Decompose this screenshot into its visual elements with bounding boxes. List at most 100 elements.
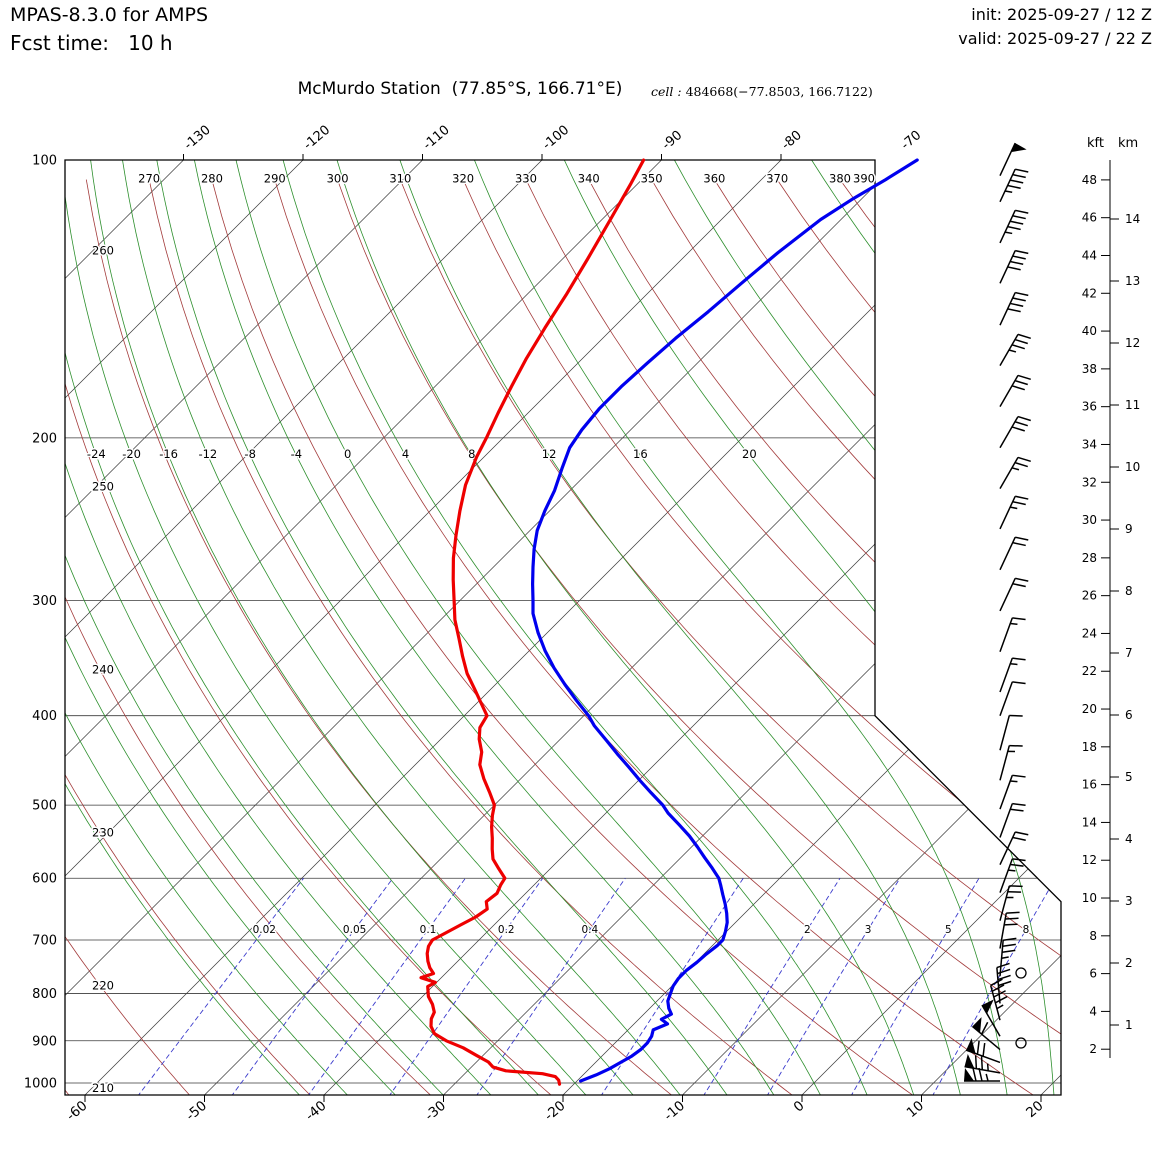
svg-text:220: 220	[92, 978, 114, 992]
svg-text:5: 5	[1125, 770, 1133, 784]
svg-text:300: 300	[32, 594, 57, 609]
svg-text:-30: -30	[422, 1098, 449, 1124]
svg-text:-20: -20	[541, 1098, 568, 1124]
svg-text:0.2: 0.2	[498, 924, 515, 936]
svg-text:100: 100	[32, 154, 57, 169]
svg-text:-110: -110	[420, 123, 452, 153]
svg-text:900: 900	[32, 1034, 57, 1049]
svg-text:7: 7	[1125, 646, 1133, 660]
temp-axis-top: -130 -120 -110 -100 -90 -80 -70	[181, 123, 924, 160]
svg-text:-90: -90	[659, 128, 685, 153]
svg-text:340: 340	[578, 172, 600, 186]
svg-text:20: 20	[1082, 702, 1097, 716]
svg-text:270: 270	[138, 172, 160, 186]
svg-text:8: 8	[1089, 929, 1097, 943]
svg-text:310: 310	[389, 172, 411, 186]
svg-text:300: 300	[327, 172, 349, 186]
svg-text:-10: -10	[661, 1098, 688, 1124]
svg-text:4: 4	[402, 447, 409, 461]
svg-text:5: 5	[945, 924, 952, 936]
svg-text:700: 700	[32, 934, 57, 949]
svg-text:-16: -16	[159, 447, 178, 461]
svg-text:260: 260	[92, 244, 114, 258]
svg-text:0.05: 0.05	[343, 924, 366, 936]
plot-border	[64, 159, 1062, 1096]
svg-text:-130: -130	[181, 123, 213, 153]
dry-adiabat-labels: 270 280 290 300 310 320 330 340 350 360 370 380 3902…	[91, 170, 877, 1096]
svg-text:40: 40	[1082, 324, 1097, 338]
svg-text:8: 8	[1023, 924, 1030, 936]
svg-text:38: 38	[1082, 362, 1097, 376]
svg-text:44: 44	[1082, 248, 1097, 262]
svg-text:12: 12	[1125, 336, 1140, 350]
svg-text:6: 6	[1089, 967, 1097, 981]
svg-text:1: 1	[1125, 1018, 1133, 1032]
moist-adiabat-labels: -24 -20 -16 -12 -8 -4 0 4 8 12 16 20	[85, 446, 758, 463]
svg-text:400: 400	[32, 709, 57, 724]
svg-text:-100: -100	[540, 123, 572, 153]
svg-text:350: 350	[641, 172, 663, 186]
svg-text:280: 280	[201, 172, 223, 186]
svg-text:370: 370	[766, 172, 788, 186]
svg-text:18: 18	[1082, 740, 1097, 754]
svg-text:13: 13	[1125, 274, 1140, 288]
svg-text:240: 240	[92, 663, 114, 677]
svg-text:-60: -60	[63, 1098, 90, 1124]
station-title: McMurdo Station (77.85°S, 166.71°E)	[297, 79, 623, 99]
svg-text:46: 46	[1082, 211, 1097, 225]
dry-adiabats	[65, 179, 1061, 1095]
svg-text:0: 0	[791, 1098, 808, 1116]
svg-text:-24: -24	[87, 447, 106, 461]
cell-label: cell :	[651, 84, 682, 99]
isotherm-lines	[65, 160, 1061, 1095]
svg-text:kft: kft	[1087, 136, 1104, 151]
svg-text:28: 28	[1082, 551, 1097, 565]
svg-text:-12: -12	[198, 447, 217, 461]
mixing-ratio-labels: 0.02 0.05 0.1 0.2 0.4 2 3 5 8	[251, 923, 1031, 938]
svg-text:10: 10	[904, 1098, 927, 1121]
svg-text:34: 34	[1082, 437, 1097, 451]
model-version-label: MPAS-8.3.0 for AMPS	[10, 4, 209, 26]
svg-text:12: 12	[542, 447, 557, 461]
svg-text:230: 230	[92, 826, 114, 840]
dewpoint-curve	[419, 158, 646, 1086]
svg-text:42: 42	[1082, 286, 1097, 300]
forecast-time-label: Fcst time: 10 h	[10, 31, 173, 55]
svg-text:380: 380	[829, 172, 851, 186]
svg-text:10: 10	[1082, 891, 1097, 905]
svg-text:4: 4	[1125, 832, 1133, 846]
svg-text:6: 6	[1125, 708, 1133, 722]
svg-text:500: 500	[32, 799, 57, 814]
svg-text:-40: -40	[302, 1098, 329, 1124]
svg-text:1000: 1000	[24, 1077, 57, 1092]
svg-text:2: 2	[804, 924, 811, 936]
svg-text:22: 22	[1082, 664, 1097, 678]
svg-text:16: 16	[1082, 778, 1097, 792]
svg-text:330: 330	[515, 172, 537, 186]
svg-text:48: 48	[1082, 173, 1097, 187]
svg-text:210: 210	[92, 1081, 114, 1095]
svg-text:20: 20	[742, 447, 757, 461]
init-time-label: init: 2025-09-27 / 12 Z	[971, 5, 1152, 24]
svg-text:8: 8	[1125, 584, 1133, 598]
svg-text:24: 24	[1082, 626, 1097, 640]
cell-subtitle: cell : 484668(−77.8503, 166.7122)	[651, 84, 873, 99]
valid-time-label: valid: 2025-09-27 / 22 Z	[958, 29, 1152, 48]
svg-text:3: 3	[1125, 894, 1133, 908]
height-axes: kft km48464442403836343230282624222018161…	[1082, 136, 1140, 1058]
svg-text:800: 800	[32, 987, 57, 1002]
svg-text:9: 9	[1125, 522, 1133, 536]
svg-text:11: 11	[1125, 398, 1140, 412]
svg-text:200: 200	[32, 431, 57, 446]
mixing-ratio-lines	[136, 877, 1056, 1095]
svg-text:36: 36	[1082, 400, 1097, 414]
svg-text:16: 16	[633, 447, 648, 461]
svg-text:-50: -50	[183, 1098, 210, 1124]
svg-text:2: 2	[1089, 1042, 1097, 1056]
svg-text:0.1: 0.1	[420, 924, 437, 936]
svg-text:3: 3	[865, 924, 872, 936]
svg-text:-70: -70	[898, 128, 924, 153]
svg-text:-4: -4	[291, 447, 302, 461]
svg-text:32: 32	[1082, 475, 1097, 489]
